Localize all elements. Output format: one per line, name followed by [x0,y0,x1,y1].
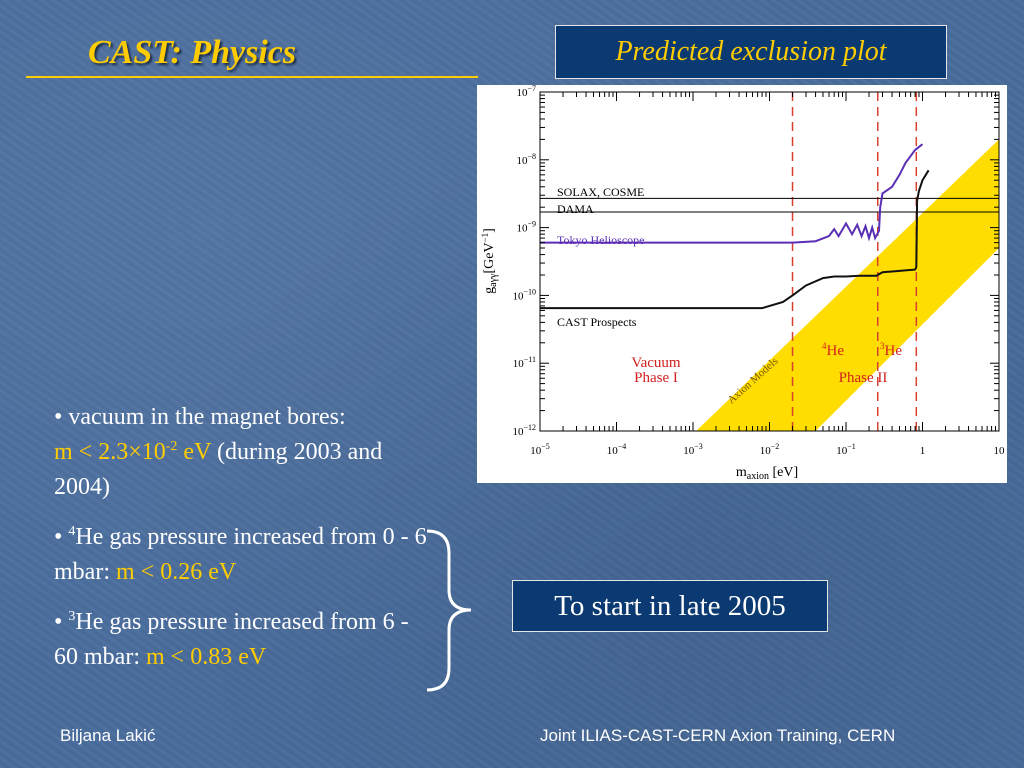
y-tick-label-0: 10−7 [516,85,536,99]
plot-title-box: Predicted exclusion plot [555,25,947,79]
bullet-1-highlight-exp: -2 [165,439,178,454]
curly-brace-icon [426,529,472,692]
y-tick-label-3: 10−10 [512,287,536,302]
bullet-1-highlight: m < 2.3×10-2 eV [54,439,211,465]
bullet-1-highlight-unit: eV [177,439,211,465]
bullet-2-highlight: m < 0.26 eV [115,559,237,585]
exclusion-chart: 10−5 10−4 10−3 10−2 10−1 1 10 10−7 10−8 10−9 10−10… [477,84,1007,483]
vacuum-phase-line-2: Phase I [634,370,678,386]
x-tick-label-1: 10−4 [607,442,627,457]
x-tick-label-0: 10−5 [530,442,550,457]
bullet-2-lead: • [54,524,69,550]
x-tick-label-6: 10 [994,445,1006,457]
x-tick-label-4: 10−1 [836,442,856,457]
vacuum-phase-line-1: Vacuum [631,355,680,371]
he3-label: 3He [880,341,902,359]
start-date-box: To start in late 2005 [512,580,828,632]
y-axis-label: gaγγ[GeV−1] [480,228,499,294]
bullet-1-lead: • vacuum in the magnet bores: [54,404,346,430]
bullet-2-sup: 4 [68,524,76,539]
footer-event: Joint ILIAS-CAST-CERN Axion Training, CE… [540,726,896,745]
y-tick-label-5: 10−12 [512,423,536,438]
phase-two-label: Phase II [839,370,888,386]
y-tick-label-2: 10−9 [516,220,536,235]
series-line-0 [540,143,924,244]
exclusion-plot-svg: 10−5 10−4 10−3 10−2 10−1 1 1010−710−810−910−10… [480,84,1006,482]
x-tick-label-3: 10−2 [760,442,780,457]
bullet-3-highlight: m < 0.83 eV [145,644,267,670]
solax-cosme-label: SOLAX, COSME [557,185,644,199]
title-underline [26,76,478,78]
start-date-label: To start in late 2005 [554,589,786,622]
bullet-vacuum: • vacuum in the magnet bores: m < 2.3×10… [54,400,434,505]
bullet-1-rest: (during 2003 and 2004) [54,439,383,500]
series-line-1 [540,169,930,310]
slide-title: CAST: Physics [88,34,297,71]
bullet-he3: • 3He gas pressure increased from 6 - 60… [54,605,434,675]
y-tick-label-4: 10−11 [513,355,536,370]
cast-prospects-label: CAST Prospects [557,315,637,329]
x-tick-label-2: 10−3 [683,442,703,457]
x-axis-label: maxion [eV] [736,465,798,482]
he4-label: 4He [822,341,844,359]
bullet-2-text: He gas pressure increased from 0 - 6 mba… [54,524,427,585]
footer-author: Biljana Lakić [60,726,156,745]
bullet-3-lead: • [54,609,69,635]
tokyo-helioscope-label: Tokyo Helioscope [557,233,644,247]
bullet-1-highlight-base: m < 2.3×10 [54,439,166,465]
x-tick-label-5: 1 [920,445,926,457]
plot-title-label: Predicted exclusion plot [615,36,887,67]
dama-label: DAMA [557,202,594,216]
bullet-3-sup: 3 [68,609,76,624]
bullet-he4: • 4He gas pressure increased from 0 - 6 … [54,520,434,590]
y-tick-label-1: 10−8 [516,152,536,167]
bullet-list: • vacuum in the magnet bores: m < 2.3×10… [54,400,434,690]
bullet-3-text: He gas pressure increased from 6 - 60 mb… [54,609,409,670]
